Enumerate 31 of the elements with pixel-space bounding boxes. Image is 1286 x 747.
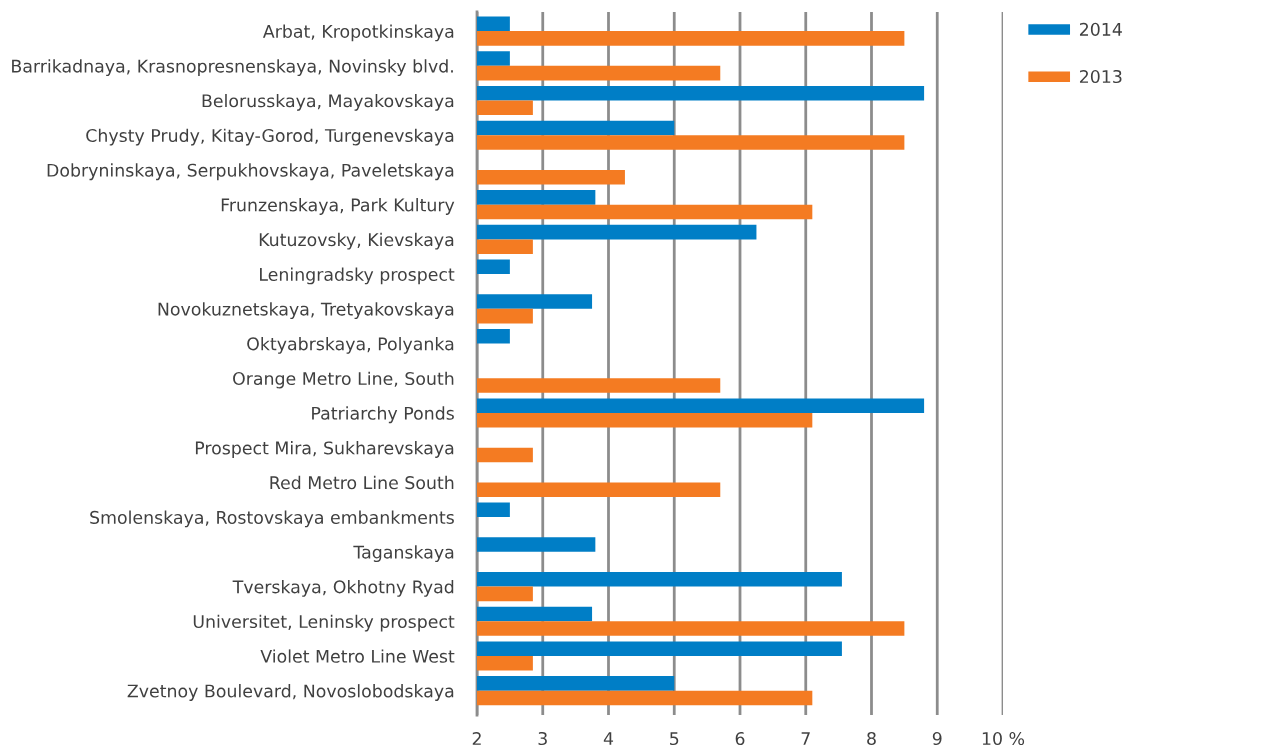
legend-label: 2013 [1079, 69, 1122, 84]
y-tick-label: Prospect Mira, Sukharevskaya [195, 441, 454, 458]
y-tick-label: Novokuznetskaya, Tretyakovskaya [158, 302, 454, 320]
y-tick-label: Universitet, Leninsky prospect [193, 614, 455, 632]
y-tick-label: Smolenskaya, Rostovskaya embankments [90, 510, 454, 528]
y-tick-label: Patriarchy Ponds [312, 406, 454, 424]
x-tick-label: 10 % [982, 731, 1025, 746]
y-tick-label: Leningradsky prospect [260, 267, 455, 285]
y-tick-label: Orange Metro Line, South [233, 371, 454, 389]
x-tick-label: 3 [538, 731, 547, 746]
y-tick-label: Zvetnoy Boulevard, Novoslobodskaya [127, 684, 454, 701]
x-tick-label: 9 [932, 731, 942, 746]
y-tick-label: Arbat, Kropotkinskaya [262, 24, 454, 42]
y-tick-label: Frunzenskaya, Park Kultury [221, 198, 455, 215]
y-tick-label: Belorusskaya, Mayakovskaya [202, 93, 454, 111]
x-tick-label: 5 [670, 732, 679, 746]
y-tick-label: Violet Metro Line West [260, 649, 455, 663]
legend-label: 2014 [1079, 22, 1122, 36]
x-tick-label: 4 [603, 732, 614, 745]
y-tick-label: Tverskaya, Okhotny Ryad [232, 579, 454, 597]
y-tick-label: Taganskaya [353, 545, 454, 563]
y-tick-label: Red Metro Line South [270, 475, 454, 490]
x-tick-label: 6 [735, 731, 745, 746]
y-tick-label: Barrikadnaya, Krasnopresnenskaya, Novinsky blvd. [12, 59, 453, 77]
y-tick-label: Oktyabrskaya, Polyanka [247, 336, 454, 354]
x-tick-label: 8 [867, 731, 876, 746]
x-tick-label: 2 [472, 731, 481, 745]
y-tick-label: Dobryninskaya, Serpukhovskaya, Paveletskaya [47, 163, 454, 181]
x-tick-label: 7 [801, 732, 810, 745]
y-tick-label: Kutuzovsky, Kievskaya [259, 232, 454, 250]
y-tick-label: Chysty Prudy, Kitay-Gorod, Turgenevskaya [86, 128, 454, 146]
